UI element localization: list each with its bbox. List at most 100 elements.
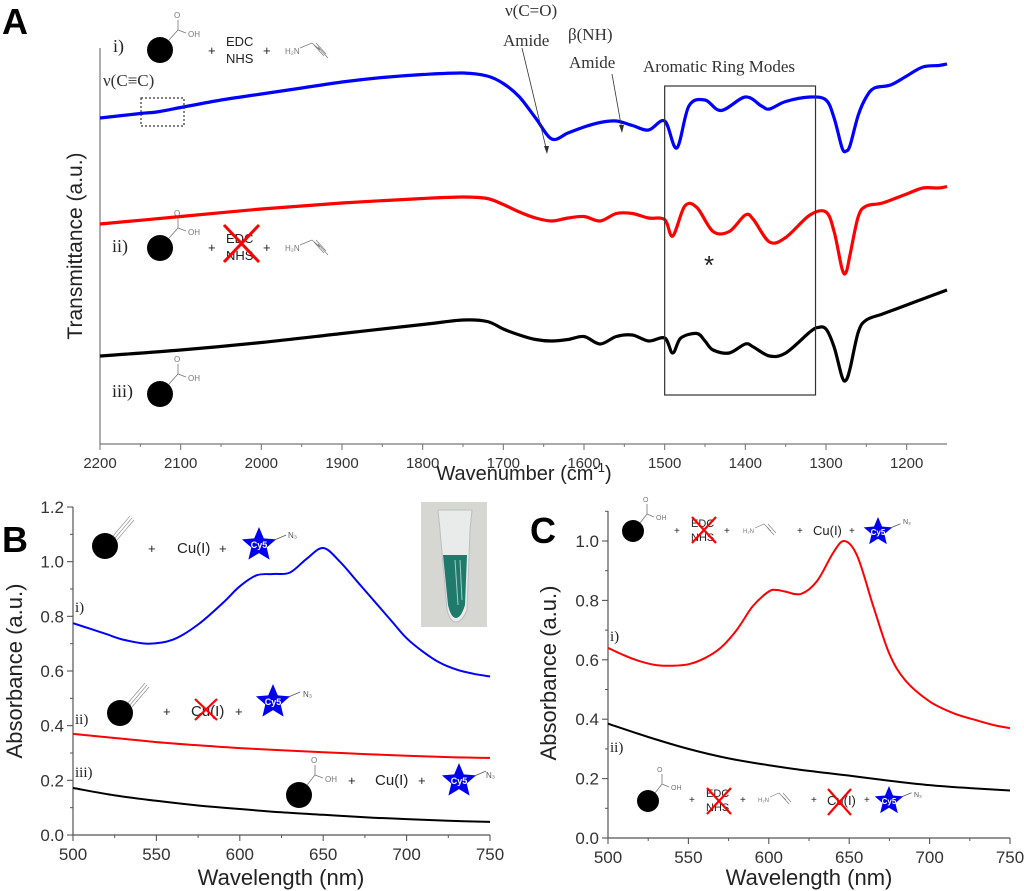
a-x-tick-label: 2200 [83,455,116,472]
plus-sign: + [219,541,227,556]
a-x-tick-label: 1900 [325,455,358,472]
propargylamine-icon [754,523,777,536]
nanoparticle-icon [92,533,118,559]
a-x-tick-label: 1700 [487,455,520,472]
amine-label: H₂N [743,529,754,535]
plus-sign: + [740,795,746,806]
label-i: i) [610,629,619,645]
c-y-tick-label: 0.4 [575,710,599,729]
carbonyl-o: O [311,756,317,765]
c-x-tick-label: 700 [915,848,943,867]
azide-bond [902,792,912,797]
carbonyl-o: O [174,11,180,20]
label-ii: ii) [610,740,623,756]
propargylamine-icon [299,239,329,256]
arrow-nh [611,73,623,131]
cross-out-icon [827,788,852,816]
a-scheme-iii: iii) O OH [112,355,200,407]
b-series-group [72,547,491,823]
amine-label: H₂N [758,798,769,804]
cross-out-icon [194,698,218,721]
b-y-tick-label: 0.2 [40,771,64,790]
c-y-tick-label: 0.2 [575,770,599,789]
plus-sign: + [689,795,695,806]
arrow-head-nh [619,125,624,133]
cy5-label: Cy5 [871,528,886,537]
a-series-2-line [99,184,948,276]
cooh-bond-icon [168,364,187,385]
label-i: i) [113,36,124,57]
cross-out-icon [706,787,732,815]
plus-sign: + [263,43,271,58]
cooh-oh: OH [188,30,200,39]
b-y-tick-label: 1.0 [40,553,64,572]
label-iii: iii) [75,765,93,781]
azide-bond [891,523,901,528]
b-series-2-line [72,732,491,759]
arrow-co [521,47,548,153]
plus-sign: + [849,526,855,537]
azide-bond [475,770,487,776]
b-x-tick-label: 600 [226,845,254,864]
amine-label: H₂N [285,244,300,253]
a-x-tick-label: 1400 [729,455,762,472]
cy5-star-icon [863,517,901,545]
c-x-tick-label: 650 [835,848,863,867]
cooh-bond-icon [654,774,670,794]
cooh-oh: OH [671,785,682,792]
c-series-2-line [607,722,1011,792]
propargylamine-icon [299,42,329,59]
b-y-tick-label: 0.8 [40,607,64,626]
b-y-tick-label: 1.2 [40,498,64,517]
a-x-tick-label: 1200 [890,455,923,472]
annotation-asterisk: * [704,250,714,280]
annotation-cc-stretch: ν(C≡C) [103,71,154,90]
b-x-tick-label: 500 [59,845,87,864]
nanoparticle-icon [147,381,173,407]
c-y-axis-label: Absorbance (a.u.) [536,586,561,761]
a-x-axis-label: Wavenumber (cm-1) [436,460,611,485]
b-scheme-iii: iii) O OH + Cu(I) + Cy5 N₃ [75,756,495,808]
plus-sign: + [674,526,680,537]
reagent-nhs: NHS [226,51,254,66]
c-ticks: 500 550 600 650 700 750 0.0 0.2 0.4 0.6 0.8 1.0 [575,510,1024,867]
annotation-nh-amide: Amide [569,53,615,72]
cy5-star-icon [874,786,912,814]
c-y-tick-label: 0.0 [575,829,599,848]
cooh-oh: OH [656,515,667,522]
star-shape [441,763,477,796]
c-scheme-ii: ii) O OH + EDC NHS + H₂N + Cu(I) + Cy5 N… [610,740,922,816]
panel-a: A 2200 2100 2000 1900 1800 1700 1600 1500 1400 13… [2,1,948,485]
cy5-label: Cy5 [451,776,468,786]
cy5-star-icon [241,527,287,560]
b-x-tick-label: 550 [142,845,170,864]
cooh-bond-icon [306,765,324,786]
copper-catalyst: Cu(I) [177,540,210,557]
panel-c: C 500 550 600 650 700 750 0.0 0.2 0.4 0.6 0.8 1.0 A… [530,497,1024,890]
a-scheme-i: i) O OH + EDC NHS + H₂N [113,11,329,66]
a-y-axis-label: Transmittance (a.u.) [64,152,87,339]
azide-label: N₃ [303,690,312,699]
c-x-tick-label: 500 [594,848,622,867]
azide-label: N₃ [914,792,922,799]
plus-sign: + [811,795,817,806]
nanoparticle-icon [147,37,173,63]
a-series-group [99,62,948,383]
amine-label: H₂N [285,47,300,56]
cooh-oh: OH [325,775,337,784]
cooh-bond-icon [639,504,655,524]
b-series-3-line [72,787,491,823]
cc-triple-bond-box [140,97,185,127]
nanoparticle-icon [286,782,312,808]
cross-out-icon [222,223,261,264]
nanoparticle-icon [107,700,133,726]
annotation-nh-bend: β(NH) [568,25,613,44]
c-x-tick-label: 550 [674,848,702,867]
carbonyl-o: O [174,209,180,218]
alkyne-icon [112,515,135,541]
label-ii: ii) [75,712,88,728]
plus-sign: + [208,240,216,255]
b-x-tick-label: 650 [309,845,337,864]
carbonyl-o: O [174,355,180,364]
